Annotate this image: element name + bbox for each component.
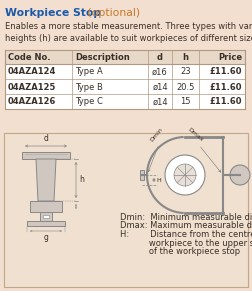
- Bar: [5, 64, 245, 79]
- Text: £11.60: £11.60: [209, 97, 242, 107]
- Text: Code No.: Code No.: [8, 53, 50, 62]
- Bar: [5, 50, 245, 64]
- Text: Type B: Type B: [75, 83, 103, 91]
- Text: d: d: [157, 53, 163, 62]
- Text: H:        Distance from the centre of the: H: Distance from the centre of the: [120, 230, 252, 239]
- Bar: [30, 201, 62, 212]
- Text: ø16: ø16: [152, 68, 168, 77]
- Text: workpiece to the upper surface: workpiece to the upper surface: [120, 239, 252, 248]
- Text: H: H: [156, 178, 161, 182]
- Text: of the workpiece stop: of the workpiece stop: [120, 247, 240, 256]
- Text: Workpiece Stop: Workpiece Stop: [5, 8, 101, 18]
- Circle shape: [174, 164, 196, 186]
- Text: h: h: [79, 175, 84, 184]
- Text: Dmax: Maximum measurable diameter: Dmax: Maximum measurable diameter: [120, 221, 252, 230]
- Text: d: d: [44, 134, 48, 143]
- Text: 04AZA125: 04AZA125: [8, 83, 56, 91]
- Text: h: h: [182, 53, 188, 62]
- Text: g: g: [44, 233, 48, 242]
- Text: Dmin:  Minimum measurable diameter: Dmin: Minimum measurable diameter: [120, 213, 252, 222]
- Text: 15: 15: [180, 97, 191, 107]
- Text: Dmax: Dmax: [186, 127, 204, 143]
- Polygon shape: [36, 159, 56, 201]
- Text: 04AZA126: 04AZA126: [8, 97, 56, 107]
- Bar: [40, 212, 52, 221]
- Circle shape: [230, 165, 250, 185]
- Bar: [27, 221, 65, 226]
- Text: Type A: Type A: [75, 68, 103, 77]
- Bar: [4, 133, 248, 287]
- Bar: [43, 215, 49, 218]
- Text: £11.60: £11.60: [209, 83, 242, 91]
- Text: (optional): (optional): [84, 8, 140, 18]
- Bar: [5, 79, 245, 94]
- Text: Price: Price: [218, 53, 242, 62]
- Bar: [22, 152, 70, 159]
- Text: ø14: ø14: [152, 83, 168, 91]
- Text: Description: Description: [75, 53, 130, 62]
- Text: Enables a more stable measurement. Three types with various
heights (h) are avai: Enables a more stable measurement. Three…: [5, 22, 252, 43]
- Text: £11.60: £11.60: [209, 68, 242, 77]
- Text: 23: 23: [180, 68, 191, 77]
- Text: 20.5: 20.5: [176, 83, 195, 91]
- Text: Type C: Type C: [75, 97, 103, 107]
- Bar: [140, 170, 144, 180]
- Text: Dmin: Dmin: [150, 127, 164, 143]
- Text: 04AZA124: 04AZA124: [8, 68, 56, 77]
- Text: ø14: ø14: [152, 97, 168, 107]
- Bar: [5, 94, 245, 109]
- Circle shape: [165, 155, 205, 195]
